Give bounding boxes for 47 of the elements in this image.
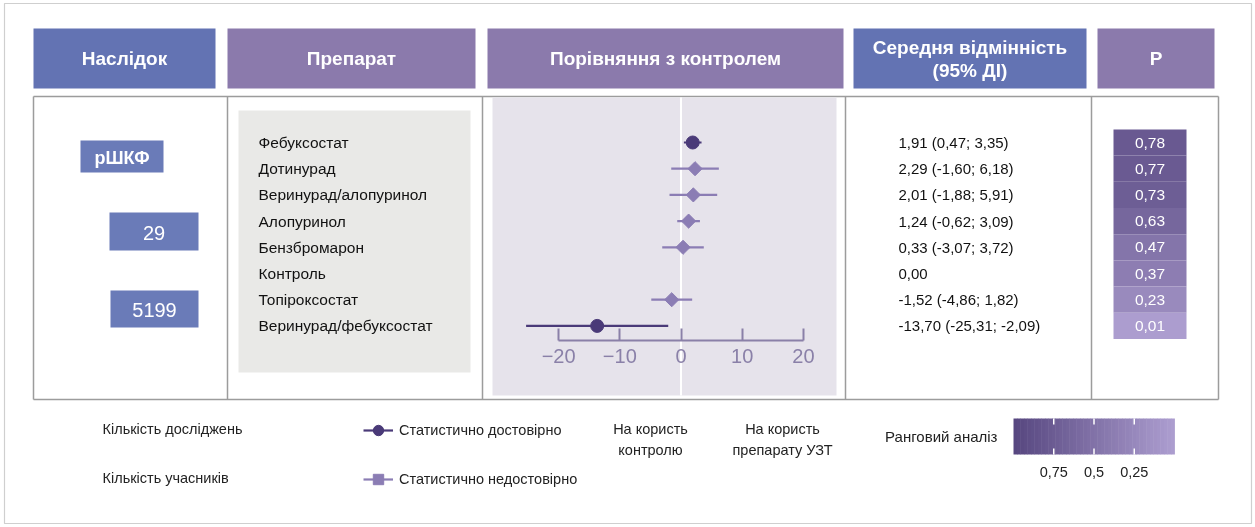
text: 1,91 (0,47; 3,35): [898, 134, 1009, 151]
color-bar-label: 0,75: [1039, 463, 1068, 480]
data-label: 0,23: [1134, 290, 1166, 308]
text: 0,33 (-3,07; 3,72): [898, 238, 1014, 256]
data-label: 0,73: [1134, 185, 1166, 203]
color-bar-label: 0,5: [1083, 463, 1105, 480]
text: Середня відмінність (95% ДІ): [872, 36, 1068, 81]
text: На користь контролю: [613, 421, 688, 458]
data-label: 0,78: [1134, 133, 1166, 151]
y-tick-label: Контроль: [258, 265, 326, 282]
y-tick-label: Алопуринол: [258, 212, 346, 230]
data-label: 0,47: [1134, 238, 1166, 256]
text: -13,70 (-25,31; -2,09): [898, 317, 1041, 335]
text: Кількість учасників: [102, 469, 230, 486]
data-label: 0,77: [1134, 159, 1166, 177]
text: 2,01 (-1,88; 5,91): [898, 186, 1014, 204]
x-tick-label: 20: [792, 344, 815, 367]
legend-label: Статистично достовірно: [399, 422, 562, 438]
text: 29: [142, 221, 166, 244]
y-tick-label: Топіроксостат: [258, 291, 359, 309]
text: -1,52 (-4,86; 1,82): [898, 291, 1019, 309]
y-tick-label: Дотинурад: [258, 160, 336, 178]
color-bar-label: 0,25: [1120, 463, 1149, 480]
data-label: 0,37: [1134, 264, 1166, 282]
y-tick-label: Фебуксостат: [258, 134, 349, 151]
chart-title: P: [1149, 48, 1163, 69]
y-tick-label: Веринурад/фебуксостат: [258, 317, 433, 335]
y-tick-label: Бензбромарон: [258, 238, 364, 256]
text: Наслідок: [81, 48, 168, 69]
text: 5199: [132, 299, 177, 321]
chart-title: Порівняння з контролем: [550, 48, 782, 69]
x-tick-label: −10: [602, 344, 637, 367]
text: На користь препарату УЗТ: [732, 421, 833, 458]
data-label: 0,01: [1134, 316, 1166, 334]
data-label: 0,63: [1134, 212, 1166, 230]
y-axis-title: Препарат: [306, 48, 397, 69]
legend-label: Статистично недостовірно: [399, 471, 578, 487]
color-bar-title: Ранговий аналіз: [885, 428, 998, 445]
text: 2,29 (-1,60; 6,18): [898, 160, 1014, 178]
x-tick-label: 0: [675, 344, 687, 367]
x-tick-label: 10: [731, 344, 754, 367]
text: 0,00: [898, 264, 928, 282]
y-tick-label: Веринурад/алопуринол: [258, 186, 428, 204]
text: рШКФ: [94, 147, 150, 168]
text: 1,24 (-0,62; 3,09): [898, 212, 1014, 230]
text: Кількість досліджень: [102, 420, 243, 437]
x-tick-label: −20: [541, 344, 576, 367]
